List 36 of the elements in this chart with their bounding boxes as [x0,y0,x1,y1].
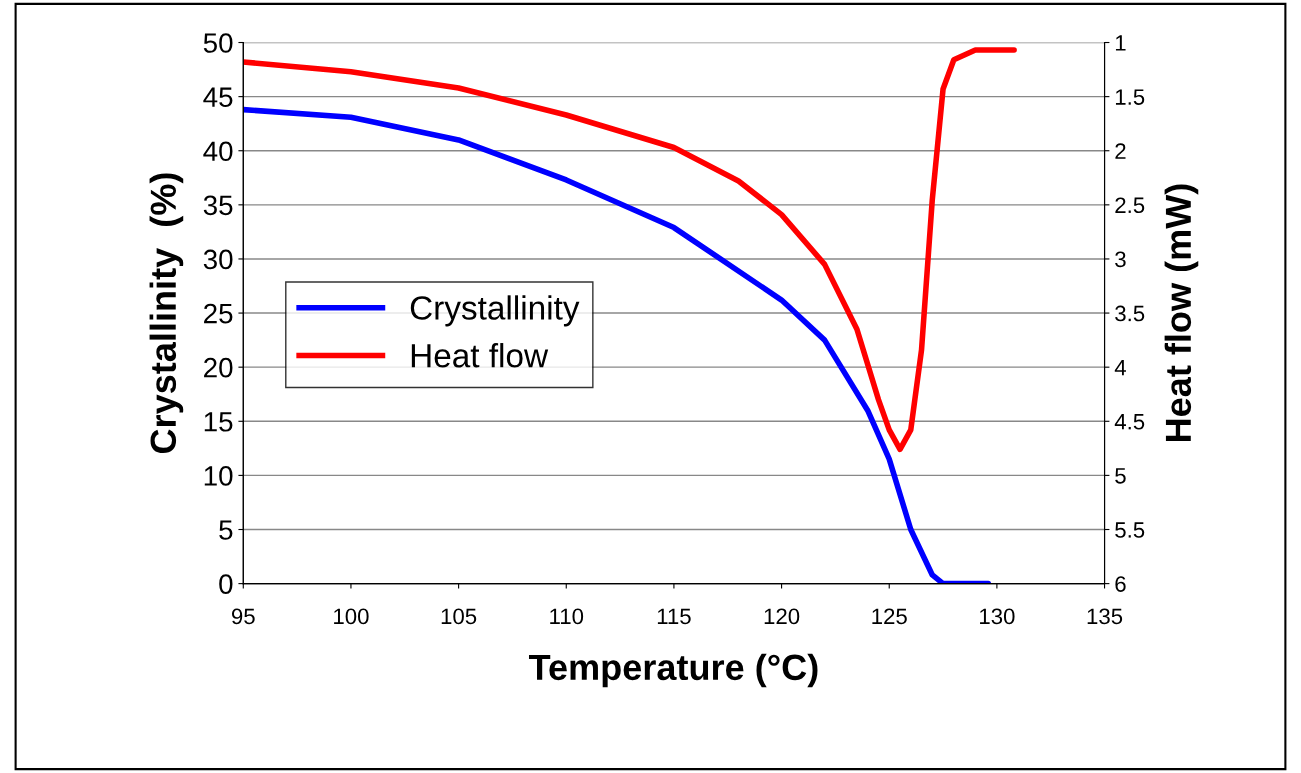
y-tick-label: 40 [203,141,233,162]
y-tick-label: 35 [203,195,233,216]
y2-tick-label: 5 [1115,468,1126,484]
y2-axis-title: Heat flow (mW) [1164,184,1199,442]
y2-tick-label: 1.5 [1115,89,1145,105]
y-tick-label: 50 [203,33,233,53]
x-tick-label: 125 [872,608,907,625]
x-tick-label: 135 [1087,608,1123,625]
y2-tick-label: 1 [1115,35,1126,51]
y-tick-label: 15 [204,412,233,432]
x-tick-label: 105 [441,608,477,625]
x-tick-label: 120 [764,608,800,625]
y2-tick-label: 6 [1115,576,1126,592]
y2-tick-label: 4.5 [1114,414,1145,430]
y2-tick-label: 2.5 [1115,197,1145,214]
legend-label: Heat flow [411,343,549,368]
x-tick-label: 115 [657,608,691,625]
x-tick-label: 110 [550,608,584,625]
y-tick-label: 30 [203,249,233,270]
legend-label: Crystallinity [410,295,580,327]
x-tick-label: 100 [334,608,369,625]
y2-tick-label: 3.5 [1115,305,1145,322]
y-tick-label: 25 [204,303,233,324]
y-tick-label: 45 [203,87,233,107]
x-tick-label: 95 [231,608,255,625]
y2-tick-label: 4 [1114,359,1126,376]
y2-tick-label: 2 [1115,143,1126,159]
y-tick-label: 0 [219,574,233,594]
x-tick-label: 130 [980,608,1015,625]
y2-tick-label: 3 [1115,251,1126,268]
y-tick-label: 20 [204,357,233,378]
y-tick-label: 10 [204,466,233,486]
y2-tick-label: 5.5 [1115,522,1145,538]
x-axis-title: Temperature (°C) [528,653,818,688]
y-axis-title: Crystallinity (%) [149,173,184,454]
y-tick-label: 5 [219,520,233,540]
